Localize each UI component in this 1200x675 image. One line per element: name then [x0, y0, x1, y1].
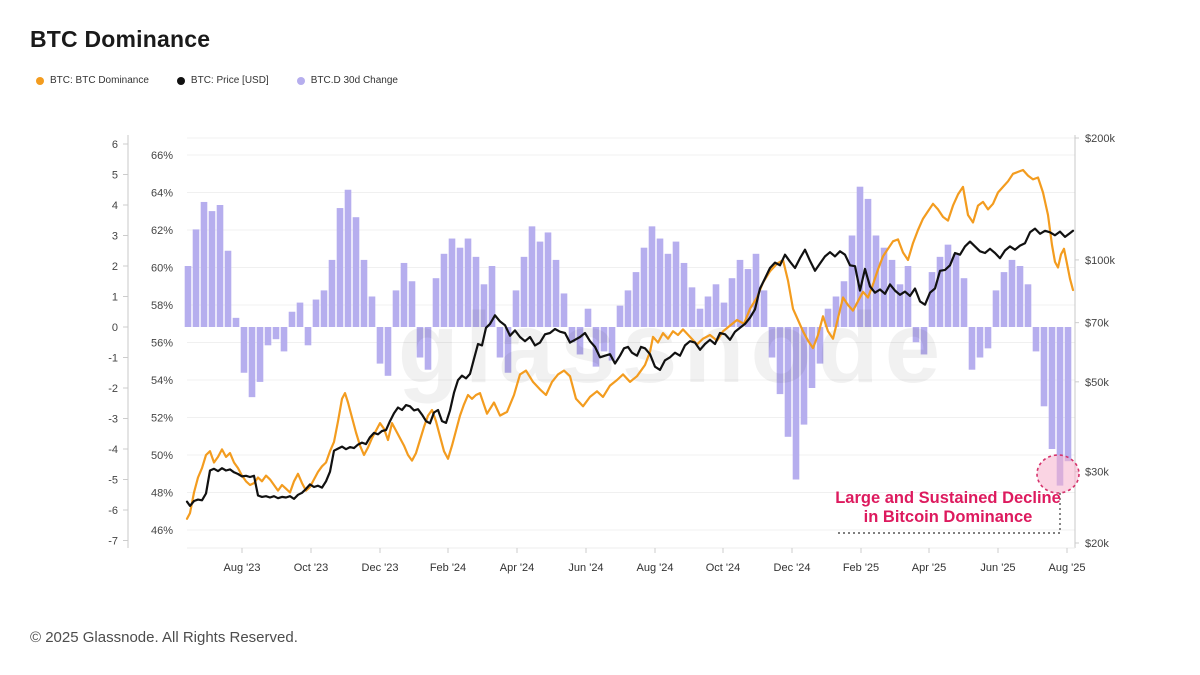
svg-text:Jun '24: Jun '24	[568, 562, 603, 574]
svg-text:$200k: $200k	[1085, 133, 1115, 145]
change-series-swatch-icon	[296, 76, 305, 85]
svg-text:Dec '23: Dec '23	[362, 562, 399, 574]
svg-text:$50k: $50k	[1085, 377, 1109, 389]
svg-text:64%: 64%	[151, 188, 173, 200]
svg-text:Oct '23: Oct '23	[294, 562, 329, 574]
svg-text:52%: 52%	[151, 413, 173, 425]
legend-label-30d-change: BTC.D 30d Change	[310, 75, 398, 86]
svg-text:Aug '24: Aug '24	[637, 562, 674, 574]
legend-label-price: BTC: Price [USD]	[190, 75, 269, 86]
svg-text:-5: -5	[108, 475, 118, 487]
svg-text:48%: 48%	[151, 488, 173, 500]
svg-text:$70k: $70k	[1085, 318, 1109, 330]
legend-item-price[interactable]: BTC: Price [USD]	[176, 75, 269, 86]
svg-text:5: 5	[112, 170, 118, 182]
svg-text:-6: -6	[108, 505, 118, 517]
chart-legend: BTC: BTC Dominance BTC: Price [USD] BTC.…	[36, 75, 398, 86]
svg-text:$100k: $100k	[1085, 255, 1115, 267]
svg-text:2: 2	[112, 261, 118, 273]
copyright-footer: © 2025 Glassnode. All Rights Reserved.	[30, 629, 298, 646]
svg-text:56%: 56%	[151, 338, 173, 350]
svg-text:54%: 54%	[151, 375, 173, 387]
svg-text:-2: -2	[108, 383, 118, 395]
legend-label-dominance: BTC: BTC Dominance	[50, 75, 149, 86]
svg-text:Aug '23: Aug '23	[224, 562, 261, 574]
legend-item-dominance[interactable]: BTC: BTC Dominance	[36, 75, 149, 86]
svg-text:1: 1	[112, 292, 118, 304]
svg-text:$20k: $20k	[1085, 538, 1109, 550]
svg-text:Aug '25: Aug '25	[1049, 562, 1086, 574]
svg-text:-3: -3	[108, 414, 118, 426]
dominance-series-swatch-icon	[36, 76, 44, 85]
svg-text:Feb '24: Feb '24	[430, 562, 466, 574]
svg-text:glassnode: glassnode	[398, 292, 947, 404]
svg-text:46%: 46%	[151, 525, 173, 537]
svg-text:0: 0	[112, 322, 118, 334]
svg-text:-1: -1	[108, 353, 118, 365]
svg-text:62%: 62%	[151, 225, 173, 237]
annotation-line-1: Large and Sustained Decline	[835, 489, 1061, 507]
svg-text:$30k: $30k	[1085, 467, 1109, 479]
svg-text:3: 3	[112, 231, 118, 243]
svg-text:Dec '24: Dec '24	[774, 562, 811, 574]
svg-text:Feb '25: Feb '25	[843, 562, 879, 574]
svg-text:Apr '25: Apr '25	[912, 562, 947, 574]
svg-text:4: 4	[112, 200, 118, 212]
price-series-swatch-icon	[176, 76, 185, 85]
annotation-line-2: in Bitcoin Dominance	[863, 508, 1033, 526]
svg-text:Apr '24: Apr '24	[500, 562, 535, 574]
svg-text:6: 6	[112, 139, 118, 151]
svg-text:60%: 60%	[151, 263, 173, 275]
decline-annotation: Large and Sustained Decline in Bitcoin D…	[818, 489, 1078, 527]
svg-text:58%: 58%	[151, 300, 173, 312]
legend-item-30d-change[interactable]: BTC.D 30d Change	[296, 75, 398, 86]
svg-text:-4: -4	[108, 444, 118, 456]
svg-text:66%: 66%	[151, 150, 173, 162]
svg-text:50%: 50%	[151, 450, 173, 462]
svg-text:-7: -7	[108, 536, 118, 548]
page-title: BTC Dominance	[30, 26, 211, 52]
svg-text:Oct '24: Oct '24	[706, 562, 741, 574]
svg-text:Jun '25: Jun '25	[980, 562, 1015, 574]
